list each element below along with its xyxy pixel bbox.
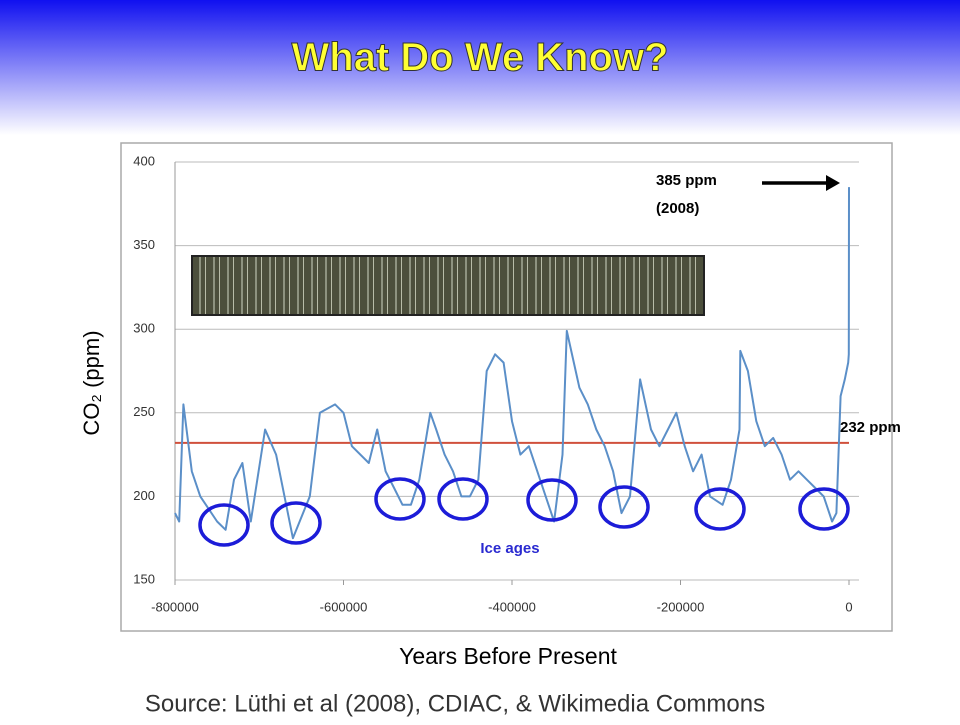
circle — [437, 477, 489, 521]
y-tick-label: 300 — [133, 321, 155, 336]
ice-core-image — [191, 255, 705, 316]
y-axis-label: CO₂ (ppm) — [79, 330, 104, 435]
x-tick-label: -200000 — [657, 599, 705, 614]
x-tick-label: -800000 — [151, 599, 199, 614]
x-tick-label: -600000 — [320, 599, 368, 614]
circle — [598, 485, 650, 529]
y-tick-label: 200 — [133, 488, 155, 503]
y-tick-label: 350 — [133, 237, 155, 252]
annotation: 385 ppm — [656, 172, 717, 189]
grid: 150 200 250 300 350 400 -800000 -600000 -400000 -… — [133, 153, 859, 614]
title-banner — [0, 0, 960, 135]
plot — [174, 187, 850, 540]
data-line — [174, 187, 850, 540]
x-axis-label: Years Before Present — [399, 643, 617, 669]
x-tick-label: 0 — [845, 599, 852, 614]
slide-title: What Do We Know? — [292, 36, 669, 80]
x-tick-label: -400000 — [488, 599, 536, 614]
circle — [270, 501, 322, 545]
circle — [798, 487, 850, 531]
circle — [694, 487, 746, 531]
circle — [198, 503, 250, 547]
annotation: (2008) — [656, 200, 699, 217]
y-tick-label: 250 — [133, 404, 155, 419]
circle — [526, 478, 578, 522]
y-tick-label: 400 — [133, 153, 155, 168]
arrow-head — [826, 175, 840, 191]
ice-age-circles — [198, 477, 850, 547]
source: Source: Lüthi et al (2008), CDIAC, & Wik… — [145, 690, 765, 717]
reference-label: 232 ppm — [840, 419, 901, 436]
annotation: Ice ages — [480, 540, 539, 557]
circle — [374, 477, 426, 521]
y-tick-label: 150 — [133, 571, 155, 586]
